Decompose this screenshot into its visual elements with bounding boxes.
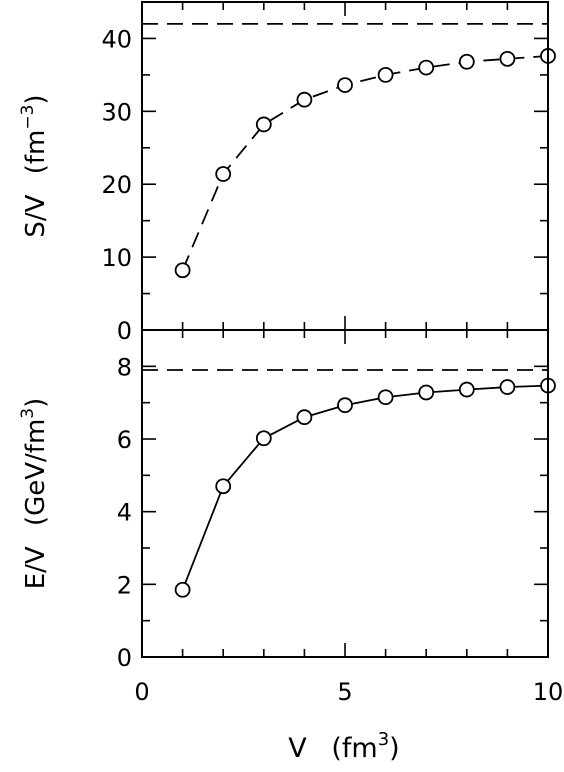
- bottom-data-point: [458, 381, 475, 398]
- bottom-data-point: [499, 379, 516, 395]
- bottom-y-tick-label: 2: [117, 571, 132, 599]
- top-data-point: [215, 166, 232, 182]
- bottom-ylabel-main: E/V: [21, 546, 51, 589]
- top-ylabel-main: S/V: [21, 194, 51, 237]
- bottom-data-point: [296, 409, 313, 426]
- bottom-data-point: [377, 389, 394, 406]
- top-y-tick-label: 10: [101, 244, 132, 272]
- bottom-y-tick-label: 8: [117, 353, 132, 381]
- top-data-point: [337, 77, 353, 93]
- top-y-tick-label: 30: [101, 98, 132, 126]
- top-series-line: [181, 55, 549, 271]
- bottom-data-point: [418, 384, 435, 401]
- xlabel-unit-sup: 3: [378, 729, 389, 750]
- top-data-point: [377, 66, 394, 83]
- bottom-data-point: [337, 397, 353, 414]
- bottom-ylabel-unit-base: (GeV/fm: [21, 419, 51, 526]
- bottom-plot-frame: [141, 329, 549, 658]
- bottom-ylabel-unit-end: ): [21, 398, 51, 408]
- x-tick-label: 10: [533, 678, 564, 706]
- x-tick-label: 5: [337, 678, 352, 706]
- top-data-point: [418, 59, 435, 76]
- bottom-y-tick-label: 4: [117, 499, 132, 527]
- top-ylabel-unit-base: (fm: [21, 130, 51, 175]
- top-data-point: [255, 116, 272, 133]
- top-y-tick-labels: 0 10 20 30 40: [101, 25, 132, 345]
- bottom-y-tick-label: 6: [117, 426, 132, 454]
- top-y-axis-label: S/V (fm−3): [18, 94, 51, 237]
- xlabel-unit-end: ): [389, 733, 400, 764]
- bottom-y-axis-label: E/V (GeV/fm3): [18, 398, 51, 590]
- top-data-point: [296, 91, 313, 108]
- bottom-ylabel-unit-sup: 3: [18, 408, 38, 419]
- bottom-y-tick-label: 0: [117, 644, 132, 672]
- top-data-point: [458, 53, 475, 70]
- bottom-data-point: [174, 581, 191, 598]
- bottom-ticks: [141, 329, 549, 658]
- xlabel-main: V: [288, 733, 307, 764]
- top-y-tick-label: 20: [101, 171, 132, 199]
- bottom-y-tick-labels: 0 2 4 6 8: [117, 353, 132, 672]
- x-axis-label: V (fm3): [288, 729, 399, 764]
- top-data-point: [499, 50, 516, 67]
- top-plot-frame: [141, 1, 549, 331]
- top-y-tick-label: 0: [117, 317, 132, 345]
- top-ticks: [141, 1, 549, 331]
- x-tick-labels: 0 5 10: [134, 678, 563, 706]
- top-ylabel-unit-end: ): [21, 94, 51, 104]
- x-tick-label: 0: [134, 678, 149, 706]
- xlabel-unit-base: (fm: [331, 733, 377, 764]
- top-data-marks: [142, 22, 556, 279]
- top-data-point: [174, 262, 191, 279]
- bottom-data-marks: [142, 369, 556, 598]
- bottom-data-point: [255, 430, 272, 447]
- top-y-tick-label: 40: [101, 25, 132, 53]
- bottom-series-line: [181, 384, 549, 591]
- bottom-data-point: [215, 478, 232, 495]
- top-panel: 0 10 20 30 40 S/V (fm−3): [18, 1, 556, 345]
- top-ylabel-unit-sup: −3: [18, 105, 38, 130]
